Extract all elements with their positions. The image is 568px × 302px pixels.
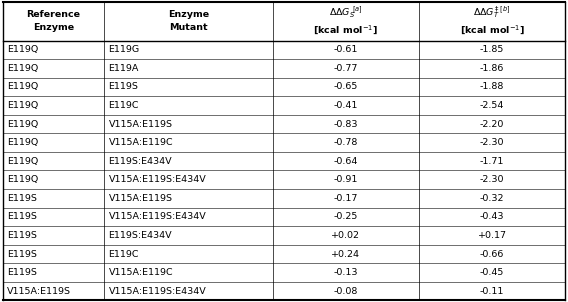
Text: -0.25: -0.25 bbox=[333, 212, 358, 221]
Text: -0.11: -0.11 bbox=[480, 287, 504, 296]
Text: +0.17: +0.17 bbox=[478, 231, 507, 240]
Text: -0.65: -0.65 bbox=[333, 82, 358, 92]
Text: E119Q: E119Q bbox=[7, 101, 39, 110]
Text: -2.54: -2.54 bbox=[480, 101, 504, 110]
Text: -0.77: -0.77 bbox=[333, 64, 358, 73]
Text: +0.24: +0.24 bbox=[331, 249, 360, 259]
Text: -0.83: -0.83 bbox=[333, 120, 358, 129]
Text: -0.41: -0.41 bbox=[333, 101, 358, 110]
Text: E119Q: E119Q bbox=[7, 120, 39, 129]
Text: E119S: E119S bbox=[108, 82, 139, 92]
Text: -0.08: -0.08 bbox=[333, 287, 358, 296]
Text: E119S: E119S bbox=[7, 231, 37, 240]
Text: E119S: E119S bbox=[7, 212, 37, 221]
Text: E119S: E119S bbox=[7, 268, 37, 277]
Text: E119Q: E119Q bbox=[7, 64, 39, 73]
Text: -0.66: -0.66 bbox=[480, 249, 504, 259]
Text: E119S:E434V: E119S:E434V bbox=[108, 231, 172, 240]
Text: -2.30: -2.30 bbox=[480, 138, 504, 147]
Text: -0.17: -0.17 bbox=[333, 194, 358, 203]
Text: V115A:E119C: V115A:E119C bbox=[108, 138, 173, 147]
Text: -1.85: -1.85 bbox=[480, 45, 504, 54]
Text: V115A:E119S: V115A:E119S bbox=[7, 287, 72, 296]
Text: -1.88: -1.88 bbox=[480, 82, 504, 92]
Text: V115A:E119S: V115A:E119S bbox=[108, 194, 173, 203]
Text: +0.02: +0.02 bbox=[331, 231, 360, 240]
Text: Reference
Enzyme: Reference Enzyme bbox=[27, 10, 81, 32]
Text: -0.91: -0.91 bbox=[333, 175, 358, 184]
Text: -0.78: -0.78 bbox=[333, 138, 358, 147]
Text: [kcal mol$^{-1}$]: [kcal mol$^{-1}$] bbox=[460, 23, 524, 36]
Text: E119A: E119A bbox=[108, 64, 139, 73]
Text: E119S:E434V: E119S:E434V bbox=[108, 157, 172, 166]
Text: E119Q: E119Q bbox=[7, 82, 39, 92]
Text: -2.30: -2.30 bbox=[480, 175, 504, 184]
Text: -1.71: -1.71 bbox=[480, 157, 504, 166]
Text: E119S: E119S bbox=[7, 194, 37, 203]
Text: E119C: E119C bbox=[108, 101, 139, 110]
Text: -0.32: -0.32 bbox=[480, 194, 504, 203]
Text: V115A:E119S: V115A:E119S bbox=[108, 120, 173, 129]
Text: E119Q: E119Q bbox=[7, 157, 39, 166]
Text: -1.86: -1.86 bbox=[480, 64, 504, 73]
Text: -0.43: -0.43 bbox=[480, 212, 504, 221]
Text: $\Delta\Delta G_S^{\ [a]}$: $\Delta\Delta G_S^{\ [a]}$ bbox=[329, 5, 363, 20]
Text: -2.20: -2.20 bbox=[480, 120, 504, 129]
Text: -0.45: -0.45 bbox=[480, 268, 504, 277]
Text: [kcal mol$^{-1}$]: [kcal mol$^{-1}$] bbox=[314, 23, 378, 36]
Text: Enzyme
Mutant: Enzyme Mutant bbox=[168, 10, 209, 32]
Text: -0.13: -0.13 bbox=[333, 268, 358, 277]
Text: E119C: E119C bbox=[108, 249, 139, 259]
Text: -0.64: -0.64 bbox=[333, 157, 358, 166]
Text: E119Q: E119Q bbox=[7, 45, 39, 54]
Text: -0.61: -0.61 bbox=[333, 45, 358, 54]
Text: V115A:E119S:E434V: V115A:E119S:E434V bbox=[108, 212, 206, 221]
Text: $\Delta\Delta G_T^{\ddagger\ [b]}$: $\Delta\Delta G_T^{\ddagger\ [b]}$ bbox=[473, 5, 511, 20]
Text: V115A:E119C: V115A:E119C bbox=[108, 268, 173, 277]
Text: E119S: E119S bbox=[7, 249, 37, 259]
Text: E119Q: E119Q bbox=[7, 138, 39, 147]
Text: E119Q: E119Q bbox=[7, 175, 39, 184]
Text: E119G: E119G bbox=[108, 45, 140, 54]
Text: V115A:E119S:E434V: V115A:E119S:E434V bbox=[108, 287, 206, 296]
Text: V115A:E119S:E434V: V115A:E119S:E434V bbox=[108, 175, 206, 184]
